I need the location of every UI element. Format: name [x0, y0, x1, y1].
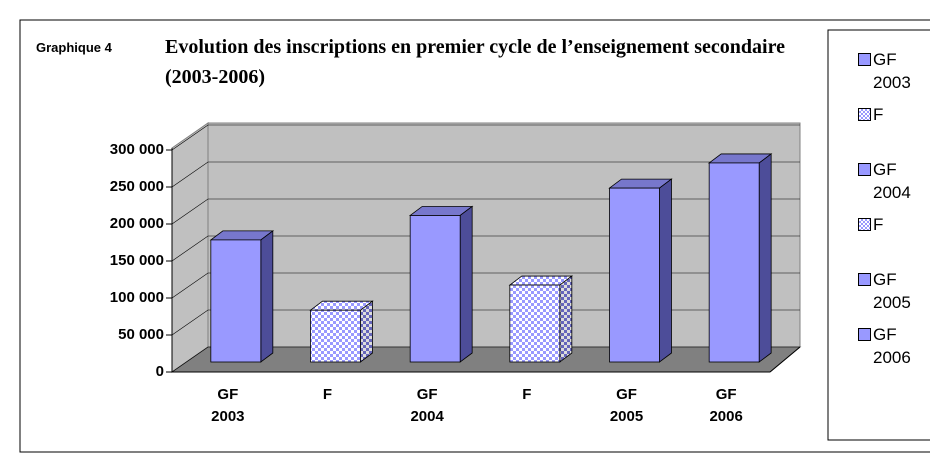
bar [707, 153, 773, 363]
bar-side [659, 178, 672, 363]
legend-label: GF 2004 [873, 160, 911, 202]
x-tick-label: F [522, 386, 532, 403]
grid-line [171, 124, 800, 151]
bar-front [210, 239, 262, 363]
x-tick-label: GF 2006 [709, 386, 743, 425]
bar-side [360, 300, 373, 363]
grid-line [171, 309, 800, 336]
chart-title: Evolution des inscriptions en premier cy… [165, 36, 785, 88]
bar-front [609, 187, 660, 363]
bar [309, 300, 374, 363]
legend-swatch [858, 273, 871, 286]
y-tick-label: 300 000 [109, 141, 164, 158]
frame [19, 19, 930, 453]
legend-box [827, 29, 930, 441]
legend-label: F [873, 105, 884, 124]
legend-label: GF 2006 [873, 325, 911, 367]
bar [608, 178, 673, 363]
grid-line [171, 161, 800, 188]
y-tick-label: 250 000 [109, 178, 164, 195]
legend-label: GF 2005 [873, 270, 911, 312]
side-wall [171, 122, 209, 373]
y-tick-label: 50 000 [118, 326, 164, 343]
x-tick-label: GF 2005 [609, 386, 644, 425]
bar-side [459, 205, 473, 363]
bar [209, 230, 275, 363]
x-tick-label: GF 2003 [211, 386, 245, 425]
y-tick-label: 150 000 [109, 252, 164, 269]
legend-label: GF 2003 [873, 50, 911, 92]
bar [408, 205, 474, 363]
x-tick-label: F [322, 386, 333, 403]
legend-label: F [873, 215, 884, 234]
bar [508, 275, 574, 363]
grid-line [171, 272, 800, 299]
bar-side [758, 153, 772, 363]
y-tick-label: 100 000 [109, 289, 164, 306]
legend-swatch [858, 108, 871, 121]
grid-line [171, 198, 800, 225]
bar-front [409, 215, 461, 363]
bar-front [310, 309, 361, 363]
legend-swatch [858, 328, 871, 341]
chart-label: Graphique 4 [36, 40, 112, 55]
grid-line [171, 346, 800, 373]
legend-swatch [858, 218, 871, 231]
bar-side [260, 230, 274, 363]
bar-front [509, 284, 561, 363]
legend-swatch [858, 163, 871, 176]
x-tick-label: GF 2004 [410, 386, 444, 425]
legend-swatch [858, 53, 871, 66]
bar-front [708, 162, 760, 363]
grid-line [171, 235, 800, 262]
y-tick-label: 200 000 [109, 215, 164, 232]
floor-edge [769, 346, 801, 373]
y-tick-label: 0 [155, 363, 164, 380]
bar-side [559, 275, 573, 363]
